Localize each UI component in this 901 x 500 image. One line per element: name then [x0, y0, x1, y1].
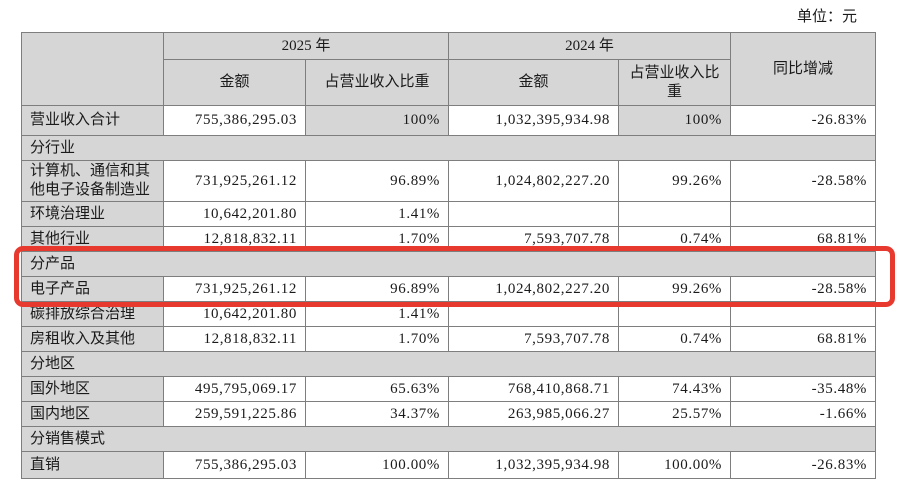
row-label: 其他行业 — [21, 226, 164, 252]
row-label: 电子产品 — [21, 276, 164, 302]
section-label: 分销售模式 — [20, 426, 877, 452]
amount-2025: 755,386,295.03 — [163, 105, 306, 136]
table-row: 房租收入及其他 12,818,832.11 1.70% 7,593,707.78 0.7… — [21, 326, 877, 352]
amount-2024 — [448, 301, 620, 327]
table-row: 国内地区 259,591,225.86 34.37% 263,985,066.27 25… — [21, 401, 877, 427]
table-header: 2025 年 2024 年 同比增减 金额 占营业收入比重 金额 占营业收入比重 — [21, 32, 877, 106]
ratio-2025: 34.37% — [304, 401, 450, 427]
header-ratio-2025: 占营业收入比重 — [304, 59, 450, 106]
section-row: 分行业 — [20, 135, 877, 161]
yoy-value: -1.66% — [730, 401, 877, 427]
section-label: 分产品 — [20, 251, 877, 277]
amount-2024: 768,410,868.71 — [448, 376, 620, 402]
amount-2025: 495,795,069.17 — [163, 376, 306, 402]
table-row: 环境治理业 10,642,201.80 1.41% — [21, 201, 877, 227]
header-row-years: 2025 年 2024 年 同比增减 — [21, 32, 877, 106]
row-label: 计算机、通信和其他电子设备制造业 — [21, 160, 164, 202]
section-row: 分销售模式 — [20, 426, 877, 452]
table-row: 国外地区 495,795,069.17 65.63% 768,410,868.71 74… — [21, 376, 877, 402]
row-label: 营业收入合计 — [21, 105, 164, 136]
amount-2024: 263,985,066.27 — [448, 401, 620, 427]
ratio-2025: 65.63% — [304, 376, 450, 402]
section-label: 分行业 — [20, 135, 877, 161]
table-row: 营业收入合计 755,386,295.03 100% 1,032,395,934.98… — [21, 105, 877, 136]
ratio-2024: 74.43% — [618, 376, 732, 402]
header-yoy: 同比增减 — [730, 32, 877, 106]
amount-2025: 731,925,261.12 — [163, 160, 306, 202]
header-amount-2025: 金额 — [163, 59, 306, 106]
amount-2025: 755,386,295.03 — [163, 451, 306, 479]
yoy-value: -35.48% — [730, 376, 877, 402]
ratio-2024: 0.74% — [618, 326, 732, 352]
row-label: 房租收入及其他 — [21, 326, 164, 352]
ratio-2025: 100% — [304, 105, 450, 136]
amount-2024 — [448, 201, 620, 227]
corner-cell — [21, 32, 164, 106]
row-label: 直销 — [21, 451, 164, 479]
ratio-2025: 96.89% — [304, 276, 450, 302]
table-row: 计算机、通信和其他电子设备制造业 731,925,261.12 96.89% 1,02… — [21, 160, 877, 202]
yoy-value: -26.83% — [730, 105, 877, 136]
header-row-measures: 金额 占营业收入比重 金额 占营业收入比重 — [22, 59, 876, 106]
ratio-2024: 25.57% — [618, 401, 732, 427]
table-row: 电子产品 731,925,261.12 96.89% 1,024,802,227.20… — [21, 276, 877, 302]
section-row: 分地区 — [20, 351, 877, 377]
header-year-2024: 2024 年 — [448, 32, 732, 60]
amount-2025: 10,642,201.80 — [163, 201, 306, 227]
amount-2025: 259,591,225.86 — [163, 401, 306, 427]
unit-label: 单位：元 — [796, 9, 857, 25]
ratio-2024 — [618, 301, 732, 327]
table-row: 其他行业 12,818,832.11 1.70% 7,593,707.78 0.74% 6… — [21, 226, 877, 252]
row-label: 国外地区 — [21, 376, 164, 402]
ratio-2025: 1.70% — [304, 326, 450, 352]
yoy-value: 68.81% — [730, 326, 877, 352]
yoy-value: -28.58% — [730, 276, 877, 302]
ratio-2025: 1.70% — [304, 226, 450, 252]
header-ratio-2024: 占营业收入比重 — [618, 59, 732, 106]
table-row: 碳排放综合治理 10,642,201.80 1.41% — [21, 301, 877, 327]
amount-2024: 7,593,707.78 — [448, 326, 620, 352]
ratio-2025: 1.41% — [304, 301, 450, 327]
revenue-breakdown-table: 2025 年 2024 年 同比增减 金额 占营业收入比重 金额 占营业收入比重… — [20, 32, 877, 479]
amount-2025: 10,642,201.80 — [163, 301, 306, 327]
row-label: 国内地区 — [21, 401, 164, 427]
amount-2025: 12,818,832.11 — [163, 226, 306, 252]
amount-2024: 1,032,395,934.98 — [448, 451, 620, 479]
ratio-2025: 100.00% — [304, 451, 450, 479]
ratio-2024: 0.74% — [618, 226, 732, 252]
yoy-value — [730, 201, 877, 227]
section-row: 分产品 — [20, 251, 877, 277]
amount-2024: 1,024,802,227.20 — [448, 276, 620, 302]
ratio-2024 — [618, 201, 732, 227]
row-label: 环境治理业 — [21, 201, 164, 227]
ratio-2024: 100% — [618, 105, 732, 136]
ratio-2024: 99.26% — [618, 160, 732, 202]
yoy-value: -28.58% — [730, 160, 877, 202]
yoy-value: -26.83% — [730, 451, 877, 479]
ratio-2024: 100.00% — [618, 451, 732, 479]
ratio-2024: 99.26% — [618, 276, 732, 302]
ratio-2025: 1.41% — [304, 201, 450, 227]
yoy-value: 68.81% — [730, 226, 877, 252]
amount-2025: 731,925,261.12 — [163, 276, 306, 302]
table-row: 直销 755,386,295.03 100.00% 1,032,395,934.98 1… — [21, 451, 877, 479]
yoy-value — [730, 301, 877, 327]
section-label: 分地区 — [20, 351, 877, 377]
row-label: 碳排放综合治理 — [21, 301, 164, 327]
amount-2024: 7,593,707.78 — [448, 226, 620, 252]
amount-2024: 1,032,395,934.98 — [448, 105, 620, 136]
ratio-2025: 96.89% — [304, 160, 450, 202]
header-year-2025: 2025 年 — [162, 32, 450, 60]
header-amount-2024: 金额 — [448, 59, 620, 106]
amount-2024: 1,024,802,227.20 — [448, 160, 620, 202]
amount-2025: 12,818,832.11 — [163, 326, 306, 352]
table-body: 营业收入合计 755,386,295.03 100% 1,032,395,934.98… — [20, 105, 877, 479]
